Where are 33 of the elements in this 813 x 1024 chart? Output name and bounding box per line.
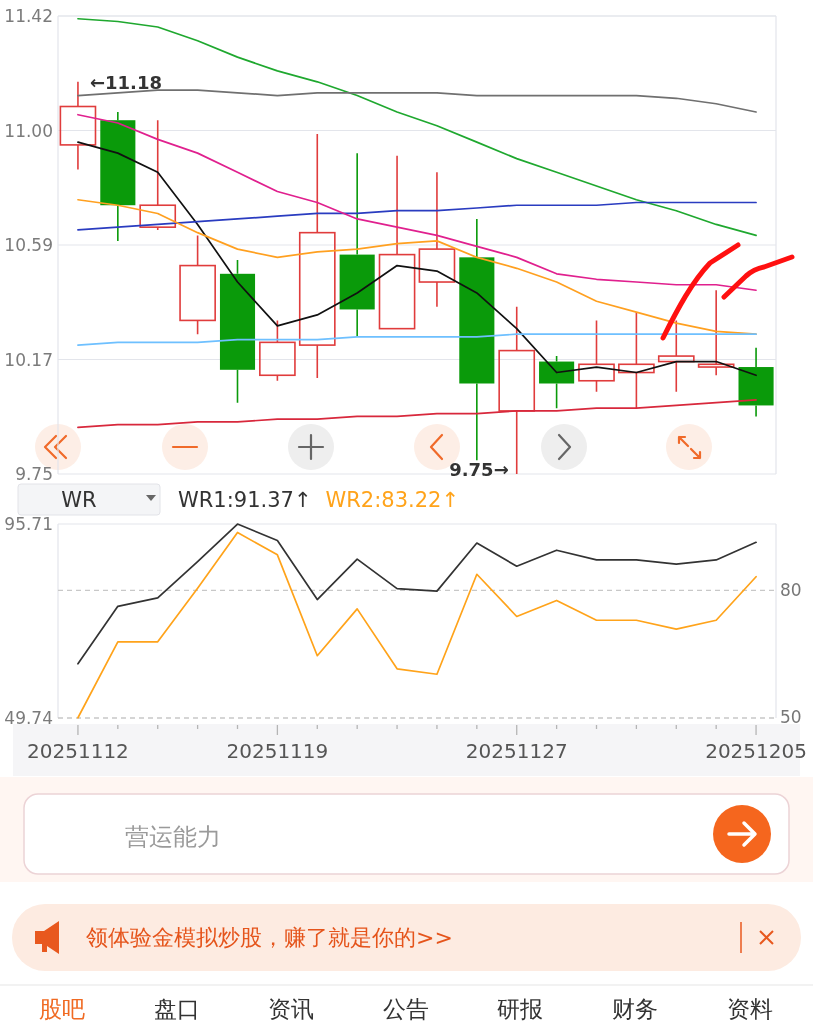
line-series	[77, 523, 757, 665]
line-series	[77, 531, 757, 719]
line-series	[77, 17, 757, 237]
legend: WR1:91.37↑ WR2:83.22↑	[178, 488, 460, 512]
y2-tick-label: 80	[780, 580, 802, 601]
x-tick-label: 20251127	[465, 739, 568, 763]
text: 营运能力	[125, 823, 221, 851]
y-tick-label: 9.75	[15, 464, 53, 484]
y-tick-label: 49.74	[4, 708, 53, 728]
y-tick-label: 10.59	[4, 235, 53, 255]
text: 财务	[612, 996, 658, 1022]
line-series	[77, 89, 757, 113]
y2-tick-label: 50	[780, 706, 802, 727]
chart-title: WR	[61, 488, 97, 512]
text: 盘口	[153, 996, 200, 1022]
text: 公告	[382, 996, 429, 1022]
line-series	[77, 201, 757, 231]
text: 资讯	[268, 996, 315, 1022]
line-series	[77, 113, 757, 292]
line-series	[77, 333, 757, 346]
y-tick-label: 10.17	[4, 349, 53, 370]
y-tick-label: 11.00	[4, 120, 53, 141]
y-tick-label: 95.71	[4, 514, 53, 534]
annotation: 9.75→	[449, 459, 509, 480]
x-tick-label: 20251119	[226, 739, 329, 763]
x-tick-label: 20251205	[705, 739, 807, 763]
text: 领体验金模拟炒股，赚了就是你的>>	[86, 925, 453, 950]
text: 资料	[726, 996, 773, 1022]
x-tick-label: 20251112	[27, 739, 129, 763]
text: 研报	[497, 996, 544, 1022]
text: 股吧	[39, 996, 85, 1022]
y-tick-label: 11.42	[4, 6, 53, 26]
annotation: ←11.18	[89, 71, 162, 93]
